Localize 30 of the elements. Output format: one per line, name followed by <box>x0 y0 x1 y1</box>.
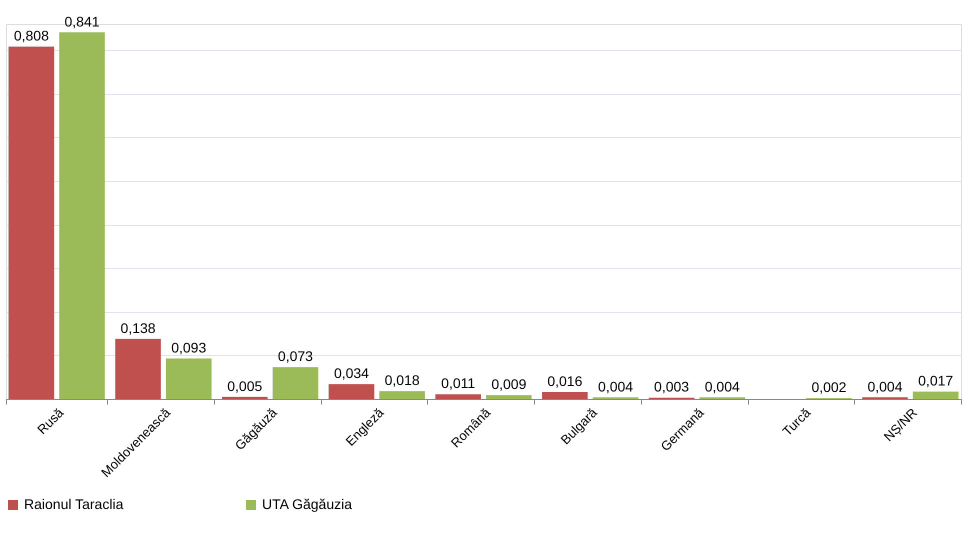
data-label: 0,004 <box>867 378 903 394</box>
bar <box>486 395 532 399</box>
data-label: 0,138 <box>120 320 156 336</box>
bar <box>272 367 318 399</box>
bar <box>59 32 105 399</box>
bar <box>166 358 212 399</box>
data-label: 0,018 <box>384 372 420 388</box>
data-label: 0,073 <box>278 348 314 364</box>
bar <box>379 391 425 399</box>
legend-label: UTA Găgăuzia <box>262 496 352 512</box>
bar <box>328 384 374 399</box>
data-label: 0,004 <box>704 378 740 394</box>
data-label: 0,093 <box>171 339 206 356</box>
legend-label: Raionul Taraclia <box>24 496 124 512</box>
data-label: 0,009 <box>491 376 527 392</box>
data-label: 0,016 <box>547 373 583 390</box>
data-label: 0,005 <box>227 378 262 394</box>
bar <box>435 394 481 399</box>
data-label: 0,003 <box>654 378 690 395</box>
data-label: 0,004 <box>598 378 634 394</box>
data-label: 0,034 <box>334 365 370 382</box>
data-label: 0,011 <box>441 375 476 392</box>
data-label: 0,017 <box>918 372 954 389</box>
data-label: 0,808 <box>14 28 50 44</box>
bar <box>542 392 588 399</box>
bar <box>8 46 54 399</box>
bar <box>115 338 161 399</box>
data-label: 0,841 <box>64 13 100 30</box>
data-label: 0,002 <box>811 379 847 396</box>
bar <box>912 392 958 399</box>
